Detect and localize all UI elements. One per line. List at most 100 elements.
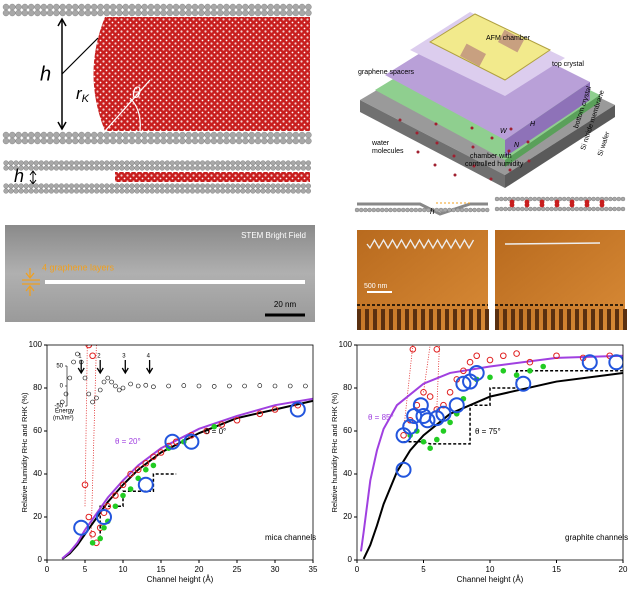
- atom: [189, 165, 196, 171]
- atom: [164, 188, 170, 194]
- stripe: [461, 309, 465, 330]
- atom: [179, 188, 186, 194]
- atom: [280, 160, 286, 166]
- water-molecule: [398, 118, 402, 122]
- water-molecule: [524, 199, 530, 205]
- inset-point: [90, 399, 95, 405]
- atom: [298, 3, 306, 11]
- atom: [375, 207, 381, 213]
- atom: [34, 3, 41, 11]
- atom: [280, 3, 287, 11]
- x-tick-label: 20: [195, 565, 204, 574]
- atom: [305, 3, 312, 11]
- atom: [255, 160, 261, 166]
- atom: [210, 3, 218, 11]
- water-molecule: [470, 126, 474, 130]
- stripe: [477, 309, 481, 330]
- atom: [396, 207, 402, 213]
- inset-point: [181, 383, 187, 388]
- point: [395, 461, 412, 478]
- inset-label: (mJ/m²): [53, 416, 74, 422]
- point: [435, 405, 452, 422]
- x-tick-label: 10: [119, 565, 128, 574]
- atom: [380, 207, 385, 213]
- atom: [144, 165, 150, 171]
- atom: [185, 3, 192, 11]
- atom: [541, 206, 546, 212]
- atom: [90, 131, 98, 139]
- atom: [280, 183, 286, 189]
- atom: [114, 188, 120, 194]
- atom: [468, 207, 473, 213]
- atom: [179, 165, 186, 171]
- atom: [248, 137, 255, 145]
- water-molecule: [435, 141, 439, 145]
- x-tick-label: 15: [157, 565, 166, 574]
- atom: [99, 188, 105, 194]
- atom: [154, 160, 160, 166]
- atom: [46, 9, 54, 17]
- inset-point: [151, 384, 156, 390]
- atom: [220, 183, 226, 189]
- atom: [591, 196, 596, 202]
- water-molecule: [452, 154, 456, 158]
- point: [515, 375, 532, 392]
- atom: [562, 206, 567, 212]
- point: [402, 418, 419, 435]
- atom: [40, 3, 47, 11]
- point: [447, 419, 453, 426]
- atom: [53, 3, 60, 11]
- atom: [273, 137, 281, 145]
- angle-arc: [129, 97, 141, 132]
- atom: [8, 188, 14, 194]
- label: water: [371, 140, 390, 147]
- atom: [434, 207, 439, 213]
- line-line: [61, 399, 313, 560]
- atom: [144, 160, 150, 166]
- atom: [245, 165, 251, 171]
- atom: [292, 131, 299, 139]
- dotted-line: [403, 345, 414, 432]
- atom: [616, 206, 621, 212]
- atom: [144, 188, 150, 194]
- atom: [160, 131, 167, 139]
- atom: [545, 206, 550, 212]
- x-tick-label: 20: [619, 565, 628, 574]
- atom: [230, 183, 236, 189]
- stripe: [623, 309, 627, 330]
- atom: [515, 196, 521, 202]
- atom: [9, 9, 16, 17]
- atom: [154, 183, 160, 189]
- atom: [18, 188, 24, 194]
- label: θ: [132, 85, 141, 102]
- inset-point: [105, 375, 111, 381]
- line-line: [362, 371, 623, 560]
- dashed-line: [403, 370, 623, 445]
- atom: [409, 207, 414, 213]
- atom: [84, 137, 92, 145]
- atom: [72, 3, 79, 11]
- atom: [34, 9, 41, 17]
- atom: [254, 9, 262, 17]
- atom: [275, 188, 281, 194]
- inset-label: Energy: [55, 409, 74, 415]
- inset-tick-label: 50: [56, 364, 63, 370]
- atom: [147, 137, 155, 145]
- atom: [18, 160, 24, 166]
- atom: [225, 160, 231, 166]
- graphene: [357, 202, 488, 216]
- point: [211, 423, 217, 430]
- label: chamber with: [470, 153, 512, 160]
- stripe: [429, 309, 433, 330]
- label: r: [76, 84, 83, 103]
- atom: [2, 9, 10, 17]
- atom: [292, 3, 299, 11]
- atom: [122, 3, 129, 11]
- atom: [612, 206, 617, 212]
- atom: [388, 207, 393, 213]
- atom: [255, 183, 261, 189]
- atom: [21, 9, 29, 17]
- inset-point: [128, 381, 133, 387]
- point: [134, 466, 142, 474]
- atom: [164, 165, 170, 171]
